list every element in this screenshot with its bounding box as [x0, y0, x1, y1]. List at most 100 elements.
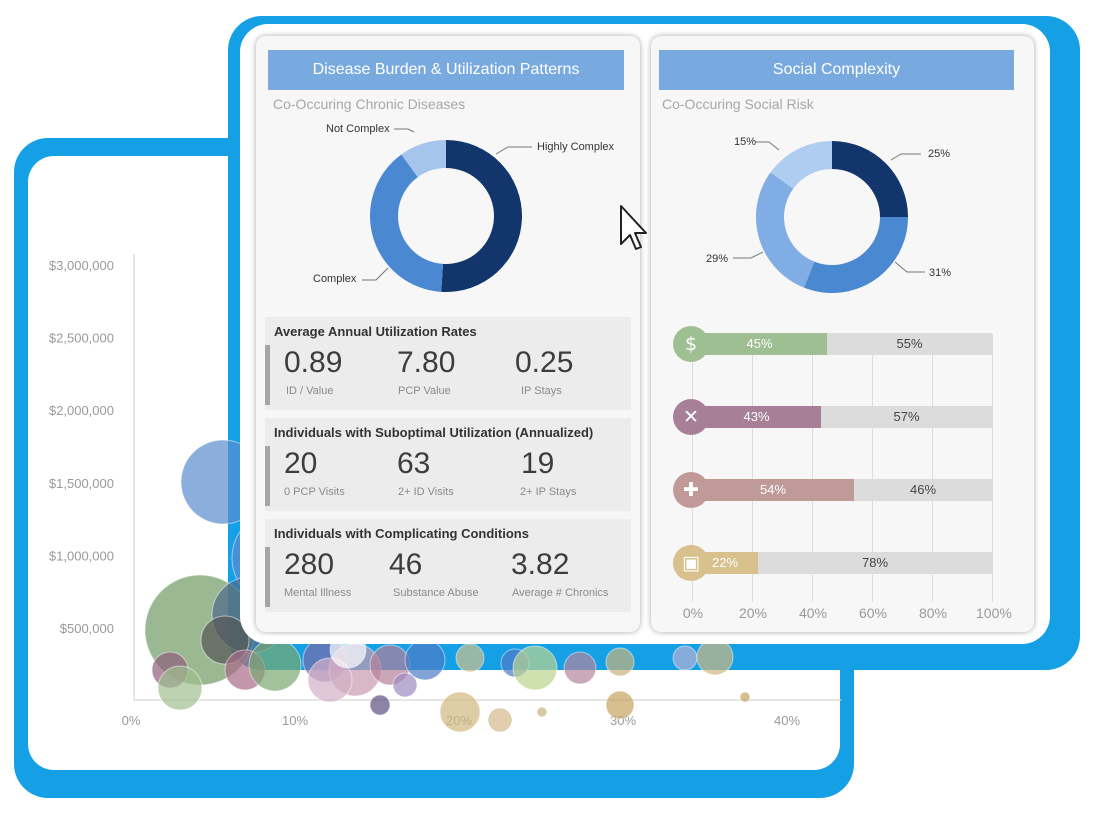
bubble-y-tick: $2,000,000 [49, 403, 114, 418]
risk-grid-line [812, 334, 813, 602]
utilization-value-3: 0.25 [515, 346, 574, 379]
complicating-accent-bar [265, 547, 270, 607]
bubble [369, 694, 391, 716]
bubble-y-tick: $3,000,000 [49, 258, 114, 273]
social-risk-subtitle: Co-Occuring Social Risk [662, 96, 814, 112]
fork-knife-icon: ✕ [673, 399, 709, 435]
bubble-x-tick: 40% [774, 713, 800, 728]
risk-x-tick: 20% [738, 605, 768, 621]
label-31: 31% [929, 267, 952, 279]
risk-grid-line [872, 334, 873, 602]
risk-x-tick: 0% [682, 605, 704, 621]
chronic-donut-slice-2 [370, 154, 443, 292]
bubble-y-tick: $500,000 [60, 621, 114, 636]
risk-x-tick: 60% [858, 605, 888, 621]
risk-bar-value-label: 43% [743, 409, 770, 424]
risk-grid-line [752, 334, 753, 602]
bubble [512, 645, 558, 691]
complicating-label-3: Average # Chronics [512, 587, 609, 599]
label-25: 25% [928, 148, 951, 160]
bubble [487, 707, 513, 733]
bubble [157, 665, 203, 711]
dollar-icon: $ [673, 326, 709, 362]
suboptimal-value-1: 20 [284, 447, 318, 480]
label-not-complex: Not Complex [326, 123, 390, 135]
social-donut-slice-3 [756, 172, 815, 288]
suboptimal-label-3: 2+ IP Stays [520, 486, 577, 498]
medical-book-icon: ✚ [673, 472, 709, 508]
suboptimal-label-2: 2+ ID Visits [398, 486, 454, 498]
bubble [439, 691, 481, 733]
bubble-x-tick: 10% [282, 713, 308, 728]
risk-x-tick: 100% [976, 605, 1012, 621]
complicating-conditions-title: Individuals with Complicating Conditions [274, 526, 529, 541]
utilization-label-1: ID / Value [286, 385, 334, 397]
utilization-label-2: PCP Value [398, 385, 451, 397]
disease-burden-header: Disease Burden & Utilization Patterns [268, 50, 624, 90]
bubble-y-tick: $1,000,000 [49, 548, 114, 563]
risk-bar-rest-label: 55% [896, 336, 923, 351]
suboptimal-accent-bar [265, 446, 270, 506]
bubble [536, 706, 548, 718]
social-risk-donut [733, 141, 925, 293]
social-donut-slice-2 [804, 217, 908, 293]
bubble [696, 638, 734, 676]
bubble [404, 639, 446, 681]
suboptimal-value-3: 19 [521, 447, 555, 480]
complicating-value-1: 280 [284, 548, 335, 581]
leader-complex [362, 267, 389, 281]
leader-25 [890, 153, 921, 161]
leader-29 [733, 251, 764, 259]
risk-bar-rest-label: 57% [893, 409, 920, 424]
risk-grid-line [932, 334, 933, 602]
risk-bar-fill [692, 406, 821, 428]
social-donut-slice-4 [770, 141, 832, 189]
leader-31 [894, 261, 925, 273]
complicating-label-2: Substance Abuse [393, 587, 479, 599]
risk-bar-value-label: 22% [711, 555, 739, 570]
bubble [605, 690, 635, 720]
bubble [392, 672, 418, 698]
bubble [672, 645, 698, 671]
utilization-value-1: 0.89 [284, 346, 343, 379]
complicating-conditions-box: Individuals with Complicating Conditions… [265, 519, 631, 612]
bubble [605, 647, 635, 677]
bubble-y-tick: $2,500,000 [49, 331, 114, 346]
complicating-value-3: 3.82 [511, 548, 570, 581]
risk-bar-rest-label: 46% [909, 482, 937, 497]
label-29: 29% [706, 253, 729, 265]
label-highly-complex: Highly Complex [537, 141, 615, 153]
leader-not-complex [394, 128, 415, 133]
social-risk-bar-chart: 0% 20% 40% 60% 80% 100% 45% 55% $43% 57% ✕ 54% 46% ✚ 2… [651, 320, 1034, 630]
chronic-donut-slice-3 [401, 140, 446, 178]
bubble-y-tick: $1,500,000 [49, 476, 114, 491]
suboptimal-value-2: 63 [397, 447, 431, 480]
social-complexity-header: Social Complexity [659, 50, 1014, 90]
risk-bar-value-label: 45% [746, 336, 773, 351]
bubble [248, 638, 302, 692]
suboptimal-utilization-title: Individuals with Suboptimal Utilization … [274, 425, 594, 440]
risk-bar-fill [692, 479, 854, 501]
bubble [307, 657, 353, 703]
complicating-label-1: Mental Illness [284, 587, 352, 599]
risk-bar-fill [692, 333, 827, 355]
risk-grid-line [692, 334, 693, 602]
utilization-accent-bar [265, 345, 270, 405]
bubble [739, 691, 751, 703]
utilization-value-2: 7.80 [397, 346, 456, 379]
risk-x-tick: 80% [918, 605, 948, 621]
suboptimal-label-1: 0 PCP Visits [284, 486, 345, 498]
leader-highly-complex [495, 146, 532, 155]
chronic-diseases-subtitle: Co-Occuring Chronic Diseases [273, 96, 466, 112]
utilization-rates-box: Average Annual Utilization Rates 0.89 ID… [265, 317, 631, 410]
bus-icon: ▣ [673, 545, 709, 581]
label-15: 15% [734, 136, 757, 148]
risk-bar-rest-label: 78% [861, 555, 889, 570]
social-donut-slice-1 [832, 141, 908, 217]
chronic-disease-donut [362, 128, 532, 292]
utilization-rates-title: Average Annual Utilization Rates [274, 324, 477, 339]
complicating-value-2: 46 [389, 548, 423, 581]
suboptimal-utilization-box: Individuals with Suboptimal Utilization … [265, 418, 631, 511]
risk-bar-track [692, 552, 992, 574]
risk-x-tick: 40% [798, 605, 828, 621]
